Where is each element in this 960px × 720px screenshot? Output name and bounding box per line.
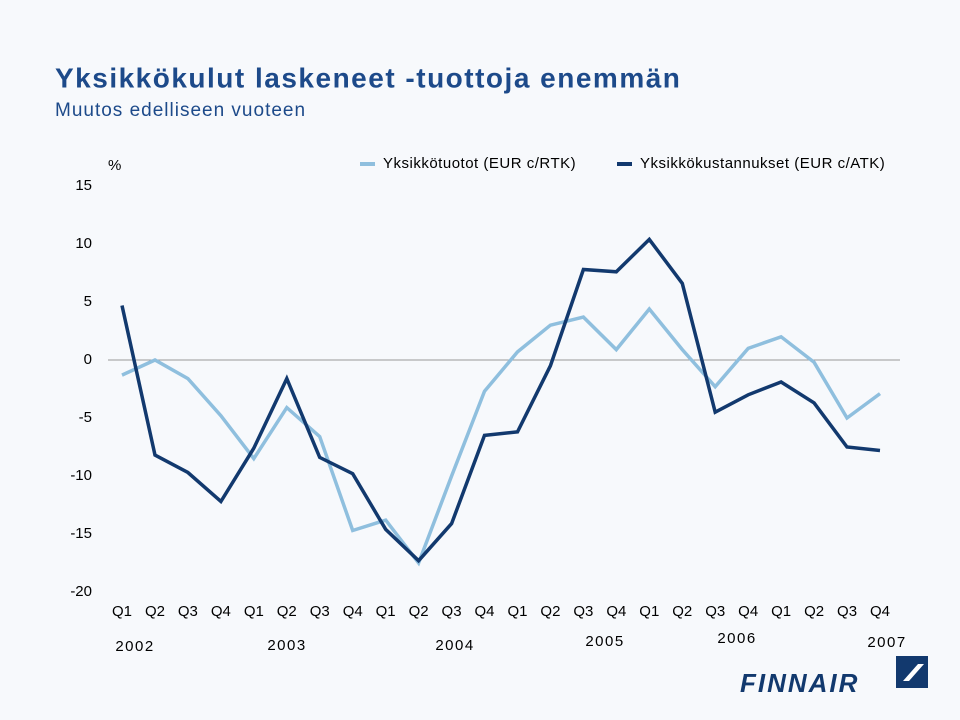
x-tick-label: Q3 <box>573 603 593 620</box>
y-tick-label: -20 <box>70 583 92 600</box>
y-tick-label: -10 <box>70 467 92 484</box>
year-label: 2007 <box>867 634 906 651</box>
year-label: 2002 <box>115 638 154 655</box>
x-tick-label: Q4 <box>870 603 890 620</box>
logo-mark-stripe <box>903 664 924 681</box>
y-tick-label: -15 <box>70 525 92 542</box>
y-unit-label: % <box>108 157 121 174</box>
x-tick-label: Q4 <box>343 603 363 620</box>
x-tick-label: Q1 <box>639 603 659 620</box>
x-tick-label: Q1 <box>112 603 132 620</box>
x-tick-label: Q3 <box>178 603 198 620</box>
year-label: 2004 <box>435 637 474 654</box>
chart-title: Yksikkökulut laskeneet -tuottoja enemmän <box>55 62 681 93</box>
x-tick-label: Q2 <box>145 603 165 620</box>
y-tick-label: -5 <box>79 409 92 426</box>
x-tick-label: Q1 <box>376 603 396 620</box>
x-tick-label: Q3 <box>705 603 725 620</box>
x-tick-label: Q4 <box>211 603 231 620</box>
x-tick-label: Q2 <box>804 603 824 620</box>
year-label: 2006 <box>717 630 756 647</box>
year-label: 2005 <box>585 633 624 650</box>
x-tick-label: Q4 <box>475 603 495 620</box>
x-tick-label: Q2 <box>540 603 560 620</box>
legend-label: Yksikkötuotot (EUR c/RTK) <box>383 155 576 172</box>
legend-label: Yksikkökustannukset (EUR c/ATK) <box>640 155 885 172</box>
x-tick-label: Q4 <box>606 603 626 620</box>
y-tick-label: 15 <box>75 177 92 194</box>
x-tick-label: Q1 <box>507 603 527 620</box>
x-tick-label: Q3 <box>837 603 857 620</box>
year-label: 2003 <box>267 637 306 654</box>
logo-text: FINNAIR <box>740 668 859 698</box>
x-tick-label: Q2 <box>672 603 692 620</box>
series-line <box>120 236 881 564</box>
x-tick-label: Q1 <box>771 603 791 620</box>
x-tick-label: Q3 <box>442 603 462 620</box>
x-tick-label: Q3 <box>310 603 330 620</box>
y-tick-label: 10 <box>75 235 92 252</box>
y-tick-label: 0 <box>84 351 92 368</box>
x-tick-label: Q1 <box>244 603 264 620</box>
x-tick-label: Q2 <box>409 603 429 620</box>
y-tick-label: 5 <box>84 293 92 310</box>
series-line <box>121 306 882 567</box>
logo: FINNAIR <box>740 656 928 698</box>
x-tick-label: Q2 <box>277 603 297 620</box>
x-tick-label: Q4 <box>738 603 758 620</box>
chart-subtitle: Muutos edelliseen vuoteen <box>55 100 306 121</box>
